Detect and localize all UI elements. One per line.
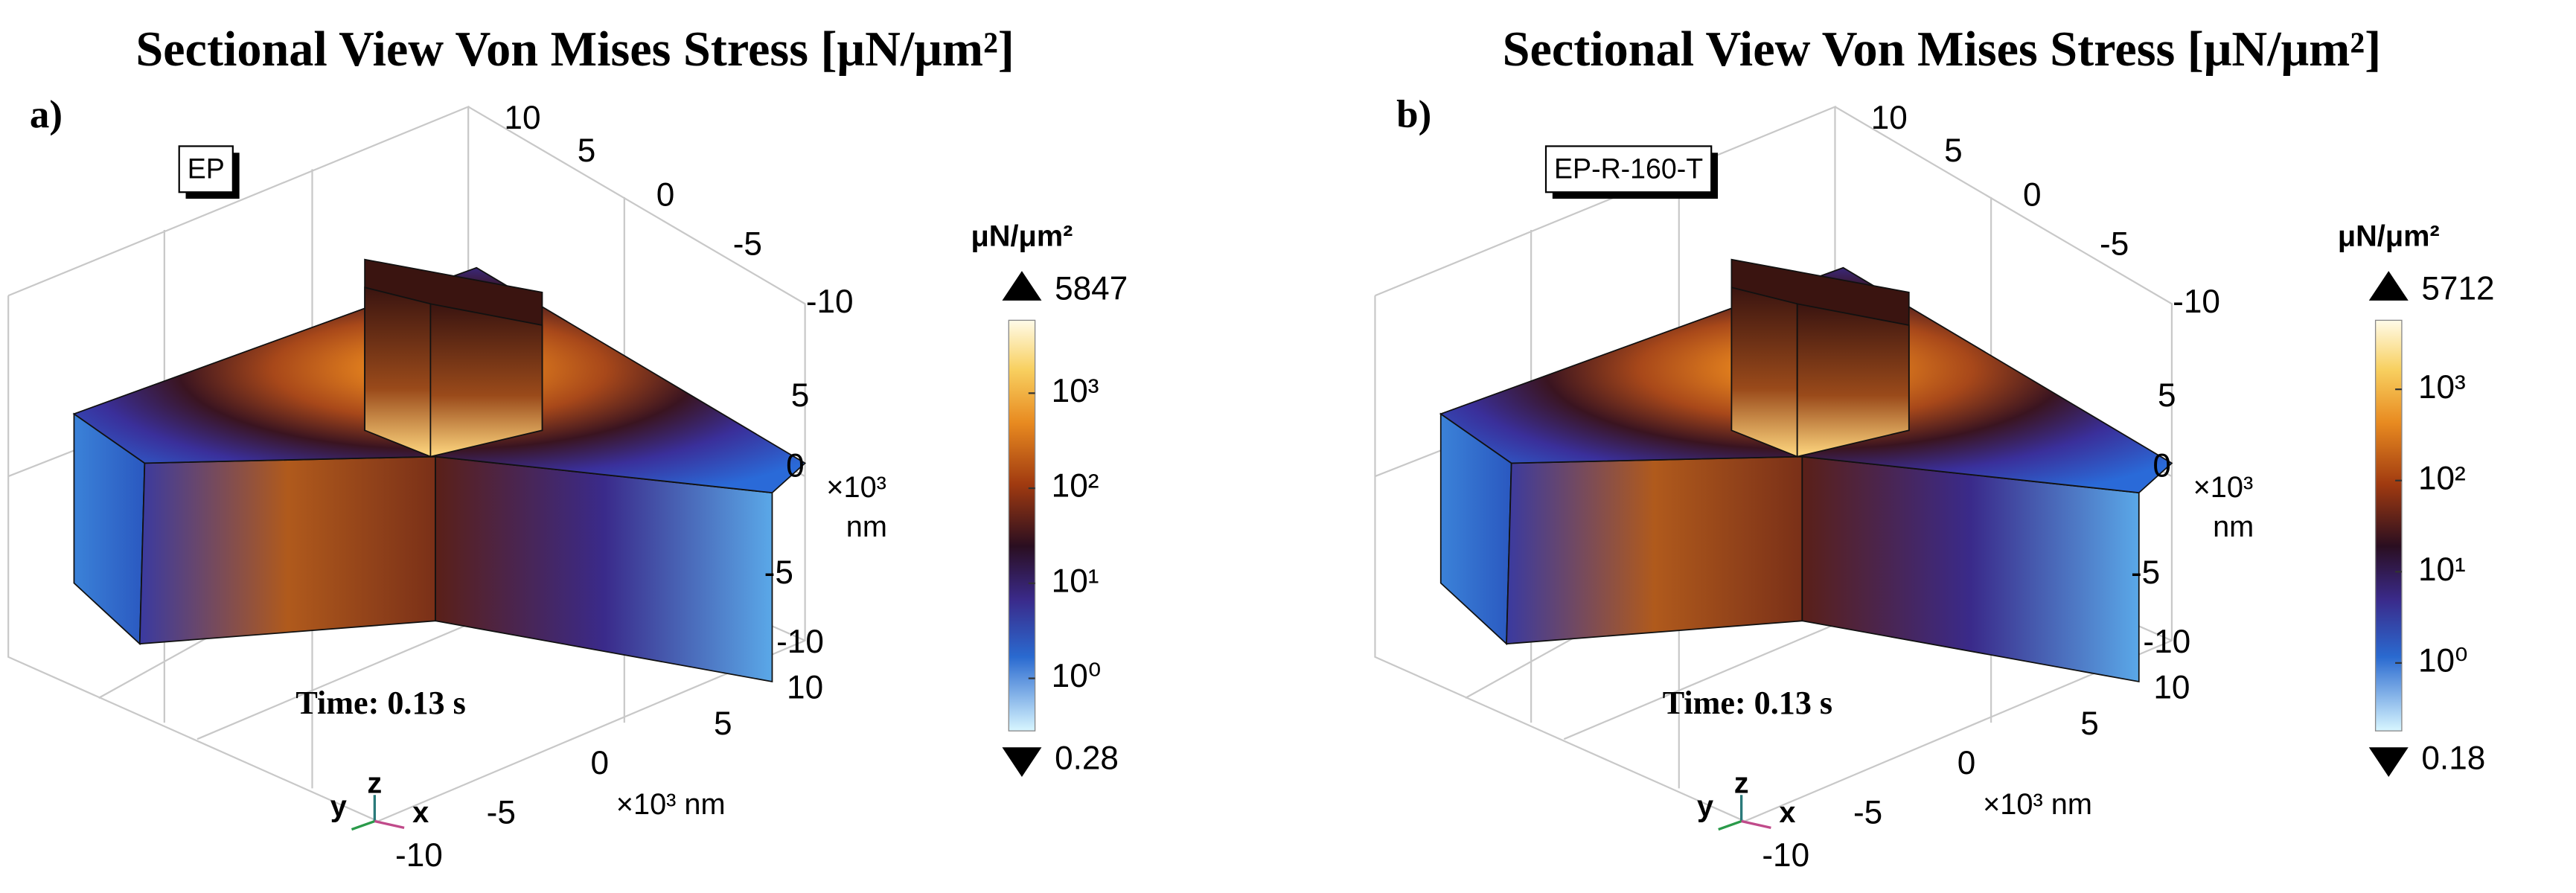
- colorbar-max-label: 5847: [1055, 270, 1128, 307]
- axis-unit: ×10³: [826, 471, 886, 504]
- colorbar-tick-label: 10²: [1052, 468, 1099, 505]
- triad-axis: [1741, 819, 1771, 829]
- tag-box: [178, 145, 234, 193]
- section-mid-face: [1506, 455, 1803, 645]
- colorbar-tick-label: 10³: [2418, 369, 2466, 406]
- colorbar-tick-label: 10⁰: [1052, 658, 1102, 694]
- tag: EP: [188, 153, 225, 184]
- colorbar-tick-label: 10³: [1052, 373, 1099, 409]
- axis-tick-label: 0: [1957, 745, 1976, 781]
- triad-label: x: [1779, 796, 1795, 829]
- axis-tick-label: 5: [578, 132, 596, 169]
- axis-tick-label: -10: [2143, 624, 2190, 660]
- time-label: Time: 0.13 s: [295, 685, 465, 721]
- panel-title: Sectional View Von Mises Stress [μN/μm²]: [135, 22, 1014, 77]
- colorbar-min-arrow: [1002, 747, 1042, 777]
- colorbar: [1008, 319, 1036, 732]
- axis-tick-label: 5: [1944, 132, 1963, 169]
- time-label: Time: 0.13 s: [1663, 685, 1832, 721]
- indenter-front: [364, 287, 432, 458]
- axis-tick-label: -5: [733, 226, 762, 263]
- triad-label: z: [367, 766, 382, 799]
- colorbar-tick-label: 10¹: [2418, 551, 2466, 588]
- triad-label: x: [412, 796, 429, 829]
- colorbar-max-arrow: [1002, 271, 1042, 301]
- panel-label: a): [30, 93, 63, 136]
- grid-line: [7, 106, 806, 822]
- axis-tick-label: -5: [2100, 226, 2129, 263]
- axis-tick-label: -10: [806, 284, 854, 320]
- tag: EP-R-160-T: [1554, 153, 1703, 184]
- panel-title: Sectional View Von Mises Stress [μN/μm²]: [1503, 22, 2382, 77]
- indenter-front: [1730, 287, 1798, 458]
- axis-tick-label: -5: [764, 554, 793, 591]
- axis-tick-label: -5: [2131, 554, 2160, 591]
- section-right-face: [435, 455, 773, 683]
- axis-tick-label: 0: [656, 177, 675, 214]
- axis-tick-label: 10: [2153, 670, 2190, 706]
- indenter-front: [429, 303, 543, 458]
- section-right-face: [1801, 455, 2140, 683]
- colorbar-min-label: 0.28: [1055, 740, 1119, 777]
- axis-tick-label: 0: [2152, 448, 2171, 484]
- colorbar-unit: μN/μm²: [2338, 220, 2440, 253]
- axis-unit: ×10³ nm: [1983, 788, 2092, 821]
- colorbar-tick-label: 10¹: [1052, 563, 1099, 599]
- axis-tick-label: 0: [590, 745, 609, 781]
- axis-unit: ×10³: [2193, 471, 2254, 504]
- axis-tick-label: -10: [1762, 837, 1809, 874]
- axis-tick-label: 0: [2023, 177, 2042, 214]
- axis-tick-label: 5: [2080, 705, 2099, 742]
- colorbar-tick-label: 10²: [2418, 460, 2466, 496]
- section-mid-face: [138, 455, 436, 645]
- axis-unit: nm: [846, 510, 887, 543]
- colorbar-max-label: 5712: [2421, 270, 2494, 307]
- indenter-front: [1796, 303, 1910, 458]
- panel: Sectional View Von Mises Stress [μN/μm²]…: [7, 22, 1128, 874]
- triad-axis: [1718, 819, 1742, 831]
- colorbar-min-label: 0.18: [2421, 740, 2485, 777]
- axis-tick-label: -5: [1853, 794, 1882, 830]
- triad-axis: [374, 819, 405, 829]
- colorbar: [2374, 319, 2403, 732]
- axis-tick-label: 0: [786, 448, 805, 484]
- axis-tick-label: -10: [2173, 284, 2220, 320]
- colorbar-max-arrow: [2368, 271, 2409, 301]
- triad-label: y: [1697, 790, 1713, 822]
- axis-tick-label: -5: [487, 794, 516, 830]
- colorbar-tick-label: 10⁰: [2418, 643, 2468, 679]
- axis-tick-label: -10: [395, 837, 443, 874]
- axis-tick-label: 5: [714, 705, 732, 742]
- colorbar-unit: μN/μm²: [971, 220, 1073, 253]
- axis-tick-label: -10: [776, 624, 824, 660]
- axis-unit: ×10³ nm: [616, 788, 726, 821]
- axis-tick-label: 10: [787, 670, 823, 706]
- tag-box: [1544, 145, 1713, 193]
- panel-label: b): [1396, 93, 1431, 136]
- panel: Sectional View Von Mises Stress [μN/μm²]…: [1374, 22, 2495, 874]
- axis-tick-label: 10: [1871, 100, 1908, 136]
- triad-label: z: [1734, 766, 1749, 799]
- triad-axis: [351, 819, 375, 831]
- axis-tick-label: 5: [2158, 377, 2176, 414]
- grid-line: [1374, 106, 2173, 822]
- axis-unit: nm: [2213, 510, 2254, 543]
- triad-label: y: [330, 790, 347, 822]
- axis-tick-label: 5: [791, 377, 810, 414]
- colorbar-min-arrow: [2368, 747, 2409, 777]
- axis-tick-label: 10: [504, 100, 540, 136]
